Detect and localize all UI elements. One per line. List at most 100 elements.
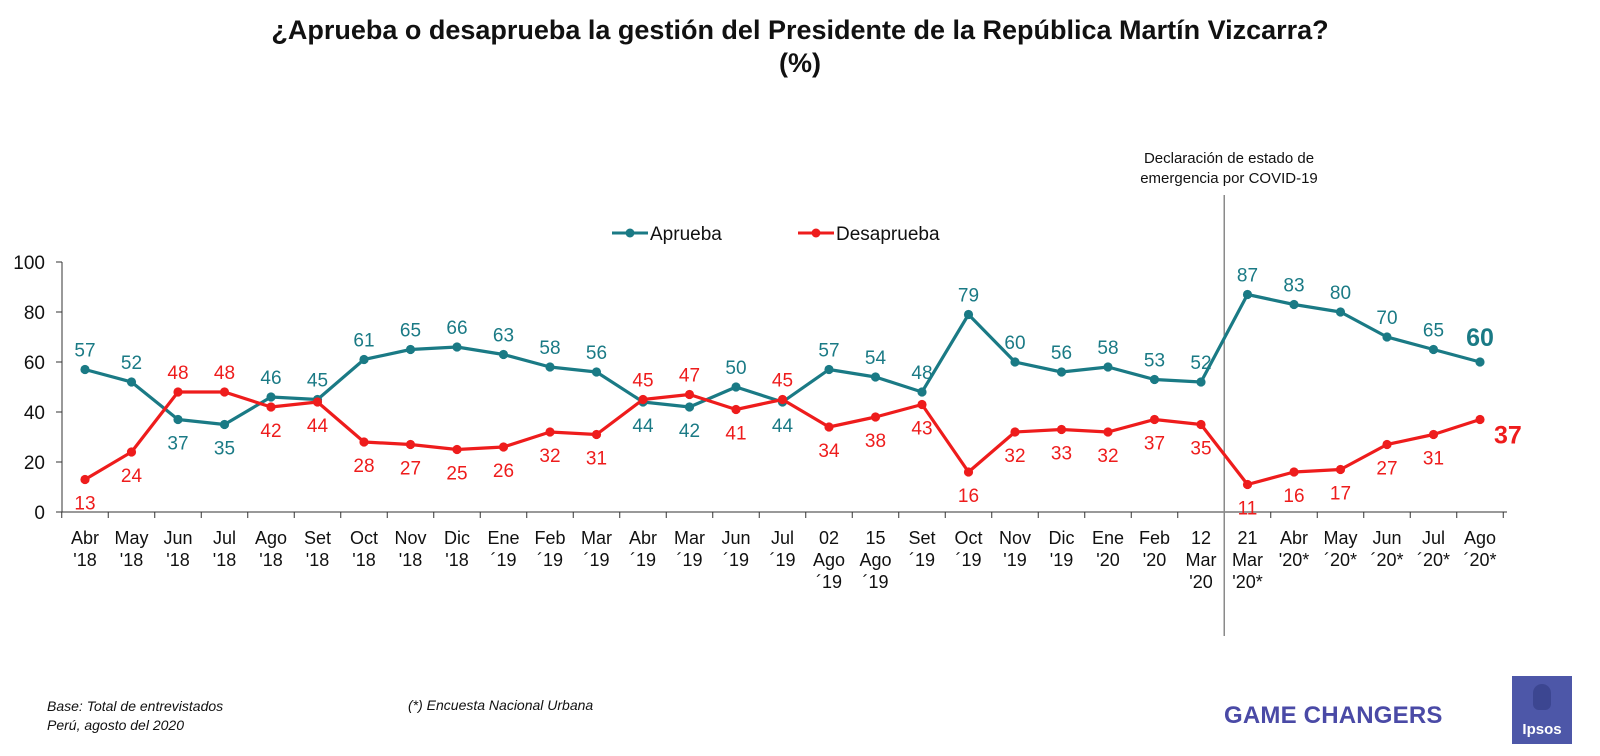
x-tick-label-line: '18: [399, 550, 422, 570]
x-tick-label: Mar ´19: [674, 528, 705, 570]
x-tick-label: Nov '19: [999, 528, 1031, 570]
x-tick-label-line: ´20*: [1324, 550, 1357, 570]
data-label-aprueba: 46: [260, 368, 281, 389]
x-tick-label-line: '18: [445, 550, 468, 570]
data-label-desaprueba: 16: [958, 486, 979, 507]
data-label-desaprueba: 26: [493, 461, 514, 482]
x-tick-label-line: Ago: [255, 528, 287, 548]
x-tick-label: May ´20*: [1323, 528, 1357, 570]
x-tick-label-line: '18: [166, 550, 189, 570]
ipsos-logo: Ipsos: [1512, 676, 1572, 744]
data-point-aprueba: [266, 392, 276, 402]
x-tick-label-line: Mar: [1186, 550, 1217, 570]
footer-note: (*) Encuesta Nacional Urbana: [408, 697, 594, 713]
data-label-aprueba: 60: [1004, 333, 1025, 354]
x-tick-label: Jun ´19: [721, 528, 750, 570]
x-tick-label-line: '19: [1050, 550, 1073, 570]
x-tick-label-line: Oct: [350, 528, 378, 548]
data-label-desaprueba: 48: [167, 363, 188, 384]
x-tick-label-line: Jun: [163, 528, 192, 548]
data-label-desaprueba: 37: [1494, 422, 1522, 450]
data-label-desaprueba: 32: [1004, 446, 1025, 467]
x-tick-label-line: '18: [259, 550, 282, 570]
data-label-aprueba: 65: [1423, 321, 1444, 342]
data-label-aprueba: 70: [1376, 308, 1397, 329]
data-point-desaprueba: [219, 387, 230, 397]
data-point-desaprueba: [1103, 427, 1113, 437]
brand-slogan: GAME CHANGERS: [1224, 702, 1443, 729]
data-point-aprueba: [1010, 357, 1020, 367]
data-label-desaprueba: 41: [725, 424, 746, 445]
x-tick-label-line: Ago: [859, 550, 891, 570]
x-tick-label-line: Jul: [213, 528, 236, 548]
data-label-desaprueba: 31: [1423, 449, 1444, 470]
x-tick-label: Jun '18: [163, 528, 192, 570]
data-point-desaprueba: [684, 389, 695, 400]
data-label-desaprueba: 32: [1097, 446, 1118, 467]
x-tick-label-line: ´19: [955, 550, 981, 570]
x-tick-label-line: ´19: [490, 550, 516, 570]
x-tick-label: Jul ´19: [769, 528, 795, 570]
x-tick-label: Ene '20: [1092, 528, 1124, 570]
data-point-desaprueba: [638, 394, 648, 405]
data-point-aprueba: [173, 414, 183, 425]
x-tick-label: Mar ´19: [581, 528, 612, 570]
x-tick-label-line: Abr: [629, 528, 657, 548]
x-tick-label: Ago '18: [255, 528, 287, 570]
data-point-desaprueba: [1242, 479, 1253, 490]
data-point-aprueba: [80, 364, 90, 375]
footer-base: Base: Total de entrevistados Perú, agost…: [47, 697, 223, 735]
data-label-desaprueba: 48: [214, 363, 235, 384]
data-label-desaprueba: 43: [911, 419, 932, 440]
data-point-desaprueba: [1428, 429, 1439, 440]
y-tick-label: 20: [24, 453, 45, 474]
data-label-aprueba: 79: [958, 286, 979, 307]
data-label-desaprueba: 25: [446, 464, 467, 485]
data-label-aprueba: 61: [353, 331, 374, 352]
x-tick-label-line: Jul: [771, 528, 794, 548]
y-tick-label: 0: [34, 503, 45, 524]
x-tick-label-line: ´20*: [1463, 550, 1496, 570]
data-point-desaprueba: [1382, 439, 1392, 450]
covid-annotation-line: Declaración de estado de: [1144, 150, 1314, 167]
data-label-aprueba: 44: [772, 416, 794, 437]
data-point-aprueba: [1149, 374, 1160, 385]
x-tick-label-line: ´19: [537, 550, 563, 570]
x-tick-label: Dic '19: [1049, 528, 1075, 570]
data-label-aprueba: 42: [679, 421, 700, 442]
x-tick-label-line: '18: [213, 550, 236, 570]
data-label-aprueba: 57: [818, 341, 839, 362]
x-tick-label-line: Jun: [1372, 528, 1401, 548]
data-label-desaprueba: 45: [772, 371, 793, 392]
data-label-desaprueba: 32: [539, 446, 560, 467]
x-tick-label-line: Abr: [71, 528, 99, 548]
x-tick-label: Oct '18: [350, 528, 378, 570]
y-tick-label: 60: [24, 353, 45, 374]
data-label-aprueba: 45: [307, 371, 328, 392]
data-label-aprueba: 60: [1466, 324, 1494, 352]
x-tick-label-line: ´19: [583, 550, 609, 570]
x-tick-label: 02 Ago ´19: [813, 528, 845, 592]
data-label-desaprueba: 45: [632, 371, 653, 392]
x-tick-label-line: '20: [1143, 550, 1166, 570]
data-label-aprueba: 56: [1051, 343, 1072, 364]
data-label-desaprueba: 31: [586, 449, 607, 470]
x-tick-label: Jul '18: [213, 528, 236, 570]
x-tick-label: Set '18: [304, 528, 331, 570]
x-tick-label-line: '18: [73, 550, 96, 570]
data-point-desaprueba: [498, 442, 509, 452]
data-label-desaprueba: 17: [1330, 484, 1351, 505]
x-tick-label-line: Mar: [674, 528, 705, 548]
data-point-aprueba: [824, 364, 834, 375]
data-label-aprueba: 52: [1190, 353, 1211, 374]
x-tick-label: Dic '18: [444, 528, 470, 570]
data-point-aprueba: [1103, 362, 1113, 372]
data-label-aprueba: 58: [1097, 338, 1118, 359]
data-point-desaprueba: [591, 429, 602, 440]
data-point-desaprueba: [1010, 427, 1020, 437]
data-point-desaprueba: [1056, 424, 1067, 435]
data-label-desaprueba: 42: [260, 421, 281, 442]
x-tick-label: May '18: [114, 528, 148, 570]
data-point-aprueba: [591, 367, 602, 377]
